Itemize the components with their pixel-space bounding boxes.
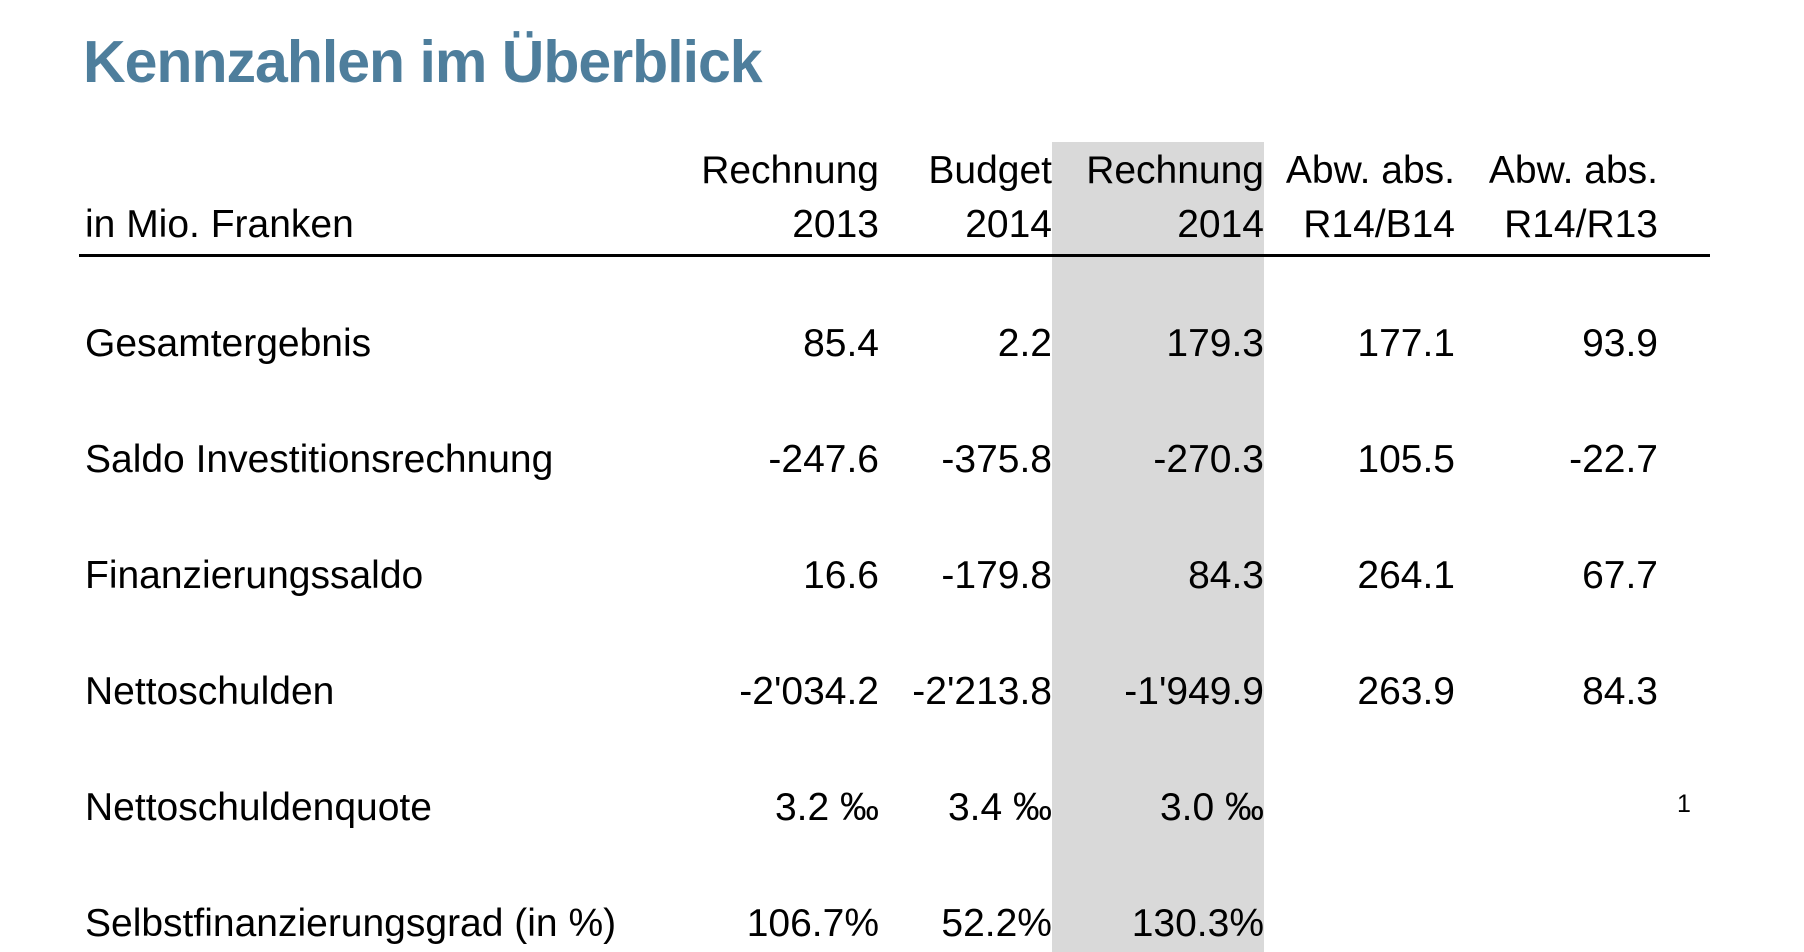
cell-value-highlighted: -1'949.9 [1052,605,1264,721]
col-header-abw-r14r13-line2: R14/R13 [1455,194,1658,257]
cell-value: 67.7 [1582,554,1658,598]
cell-value [1264,721,1455,837]
cell-value: 263.9 [1357,670,1455,714]
row-label: Selbstfinanzierungsgrad (in %) [79,837,639,952]
cell-value-highlighted: 179.3 [1052,255,1264,373]
cell-value: 106.7% [639,837,879,952]
cell-value: -2'213.8 [912,670,1052,714]
cell-value: -2'034.2 [739,670,879,714]
unit-label: in Mio. Franken [79,194,639,257]
cell-value: 52.2% [879,837,1052,952]
table-row-finanzierungssaldo: Finanzierungssaldo 16.6 -179.8 84.3 264.… [79,489,1710,605]
footnote-cell [1658,837,1710,952]
cell-value: 177.1 [1357,322,1455,366]
table-row-nettoschulden: Nettoschulden -2'034.2 -2'213.8 -1'949.9… [79,605,1710,721]
footnote-cell [1658,373,1710,489]
header-footnote-spacer [1658,194,1710,257]
cell-value: 264.1 [1357,554,1455,598]
row-label: Finanzierungssaldo [85,554,424,598]
col-header-abw-r14r13-line1: Abw. abs. [1488,149,1658,193]
footnote-marker: 1 [1677,790,1691,819]
kpi-table-body: Gesamtergebnis 85.4 2.2 179.3 177.1 93.9… [79,255,1710,952]
table-row-nettoschuldenquote: Nettoschuldenquote 3.2 ‰ 3.4 ‰ 3.0 ‰ 1 [79,721,1710,837]
cell-value: -22.7 [1569,438,1658,482]
table-row-gesamtergebnis: Gesamtergebnis 85.4 2.2 179.3 177.1 93.9 [79,255,1710,374]
col-header-budget2014-line2: 2014 [879,194,1052,257]
col-header-abw-r14b14-line1: Abw. abs. [1285,149,1455,193]
row-label: Gesamtergebnis [85,322,372,366]
cell-value [1455,837,1658,952]
cell-value: 84.3 [1582,670,1658,714]
footnote-cell [1658,605,1710,721]
cell-value: 105.5 [1357,438,1455,482]
cell-value: 3.4 ‰ [947,786,1052,830]
page-title: Kennzahlen im Überblick [83,29,763,95]
cell-value: 3.2 ‰ [774,786,879,830]
cell-value: 85.4 [803,322,879,366]
cell-value: -247.6 [768,438,879,482]
header-row-1: Rechnung Budget Rechnung Abw. abs. Abw. … [79,142,1710,194]
footnote-cell [1658,489,1710,605]
header-spacer [79,142,639,194]
footnote-cell: 1 [1658,721,1710,837]
row-label: Nettoschuldenquote [85,786,432,830]
table-row-saldo-investitionsrechnung: Saldo Investitionsrechnung -247.6 -375.8… [79,373,1710,489]
col-header-rechnung2013-line1: Rechnung [701,149,879,193]
col-header-rechnung2014-line1: Rechnung [1052,142,1264,194]
cell-value: -375.8 [941,438,1052,482]
kpi-table-header: Rechnung Budget Rechnung Abw. abs. Abw. … [79,142,1710,257]
row-label: Saldo Investitionsrechnung [85,438,554,482]
col-header-abw-r14b14-line2: R14/B14 [1264,194,1455,257]
cell-value-highlighted: -270.3 [1052,373,1264,489]
table-row-selbstfinanzierungsgrad: Selbstfinanzierungsgrad (in %) 106.7% 52… [79,837,1710,952]
cell-value [1264,837,1455,952]
cell-value: -179.8 [941,554,1052,598]
col-header-budget2014-line1: Budget [928,149,1052,193]
cell-value-highlighted: 84.3 [1052,489,1264,605]
cell-value: 93.9 [1582,322,1658,366]
cell-value-highlighted: 130.3% [1052,837,1264,952]
footnote-cell [1658,256,1710,374]
cell-value: 16.6 [803,554,879,598]
cell-value [1455,721,1658,837]
cell-value-highlighted: 3.0 ‰ [1052,721,1264,837]
header-row-2: in Mio. Franken 2013 2014 2014 R14/B14 R… [79,194,1710,257]
kpi-table: Rechnung Budget Rechnung Abw. abs. Abw. … [79,142,1710,952]
col-header-rechnung2013-line2: 2013 [639,194,879,257]
row-label: Nettoschulden [85,670,335,714]
header-footnote-spacer [1658,142,1710,194]
col-header-rechnung2014-line2: 2014 [1052,194,1264,257]
cell-value: 2.2 [997,322,1052,366]
